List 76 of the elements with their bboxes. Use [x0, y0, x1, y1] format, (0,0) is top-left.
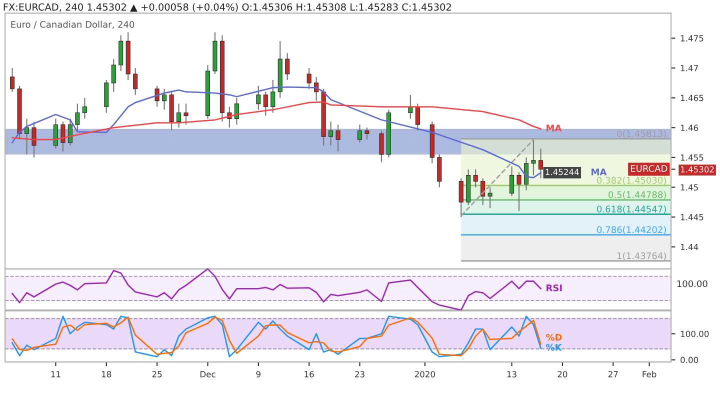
candlestick — [32, 121, 36, 158]
candlestick — [379, 130, 384, 163]
text: Euro / Canadian Dollar, 240 — [11, 20, 134, 29]
candlestick — [263, 91, 268, 116]
y-tick-label: 1.445 — [680, 214, 704, 220]
candlestick — [68, 118, 72, 146]
candlestick — [270, 79, 276, 114]
y-tick-label: 1.465 — [680, 94, 704, 102]
candlestick — [75, 103, 80, 132]
candlestick — [480, 178, 486, 206]
ref-line-label: 0.382(1.45030) — [597, 176, 666, 185]
x-tick-label: Dec — [200, 371, 216, 378]
ref-line-label: 0.618(1.44547) — [597, 206, 666, 214]
y-tick-label: 1.45 — [680, 184, 698, 191]
candlestick — [10, 67, 15, 92]
candlestick — [118, 34, 124, 72]
x-tick-label: 13 — [507, 371, 516, 378]
candlestick — [306, 67, 312, 90]
chart-title: FX:EURCAD, 240 1.45302 ▲ +0.00058 (+0.04%) O:1.45306 H:1.45308 L:1.45283 C:1.45302 — [4, 3, 451, 12]
candlestick — [364, 127, 370, 140]
series-label: %D — [546, 334, 562, 341]
candlestick — [285, 52, 290, 80]
series-label: RSI — [546, 284, 562, 292]
candlestick — [357, 124, 362, 144]
x-tick-label: 16 — [304, 371, 314, 378]
candlestick — [176, 103, 182, 128]
candlestick — [24, 118, 30, 156]
candlestick — [336, 124, 340, 152]
candlestick — [60, 121, 66, 152]
candlestick — [415, 103, 420, 132]
candlestick — [531, 139, 536, 176]
series-label: MA — [546, 124, 562, 132]
x-tick-label: 2020 — [414, 371, 435, 378]
candlestick — [256, 85, 261, 110]
y-tick-label: 1.45302 — [680, 166, 714, 173]
candlestick — [473, 168, 478, 188]
candlestick — [328, 121, 334, 146]
candlestick — [104, 79, 109, 114]
y-tick-label: 100.00 — [680, 330, 709, 338]
candlestick — [516, 172, 522, 212]
candlestick — [184, 103, 188, 126]
annotation: EURCAD — [631, 165, 668, 172]
x-tick-label: 27 — [608, 371, 618, 378]
candlestick — [133, 67, 138, 96]
candlestick — [458, 178, 464, 218]
candlestick — [82, 97, 87, 120]
y-tick-label: 1.455 — [680, 154, 704, 161]
ref-line-label: 1(1.43764) — [618, 252, 666, 260]
x-tick-label: 20 — [558, 371, 568, 378]
y-tick-label: 0.00 — [680, 356, 698, 364]
x-tick-label: 18 — [102, 371, 112, 378]
x-tick-label: 9 — [256, 371, 260, 378]
ref-line-label: 0.786(1.44202) — [597, 226, 666, 234]
y-tick-label: 1.46 — [680, 124, 698, 131]
candlestick — [53, 118, 58, 150]
data-label: 1.45244 — [546, 168, 579, 176]
y-tick-label: 1.475 — [680, 35, 704, 42]
x-tick-label: 23 — [355, 371, 364, 378]
x-tick-label: Feb — [642, 370, 656, 378]
candlestick — [234, 97, 239, 126]
candlestick — [162, 88, 167, 110]
candlestick — [524, 156, 529, 191]
y-tick-label: 1.44 — [680, 244, 698, 250]
candlestick — [510, 166, 514, 197]
candlestick — [437, 154, 442, 188]
series-label: %K — [546, 344, 562, 351]
candlestick — [488, 186, 492, 209]
text: MA — [592, 168, 607, 176]
x-tick-label: 25 — [152, 371, 162, 378]
candlestick — [154, 85, 160, 108]
ref-line-label: 0.5(1.44788) — [608, 191, 666, 200]
ref-line-label: 0(1.45813) — [617, 130, 666, 138]
x-tick-label: 11 — [51, 371, 60, 378]
candlestick — [538, 148, 544, 179]
candlestick — [111, 58, 116, 92]
y-tick-label: 1.47 — [680, 65, 698, 72]
